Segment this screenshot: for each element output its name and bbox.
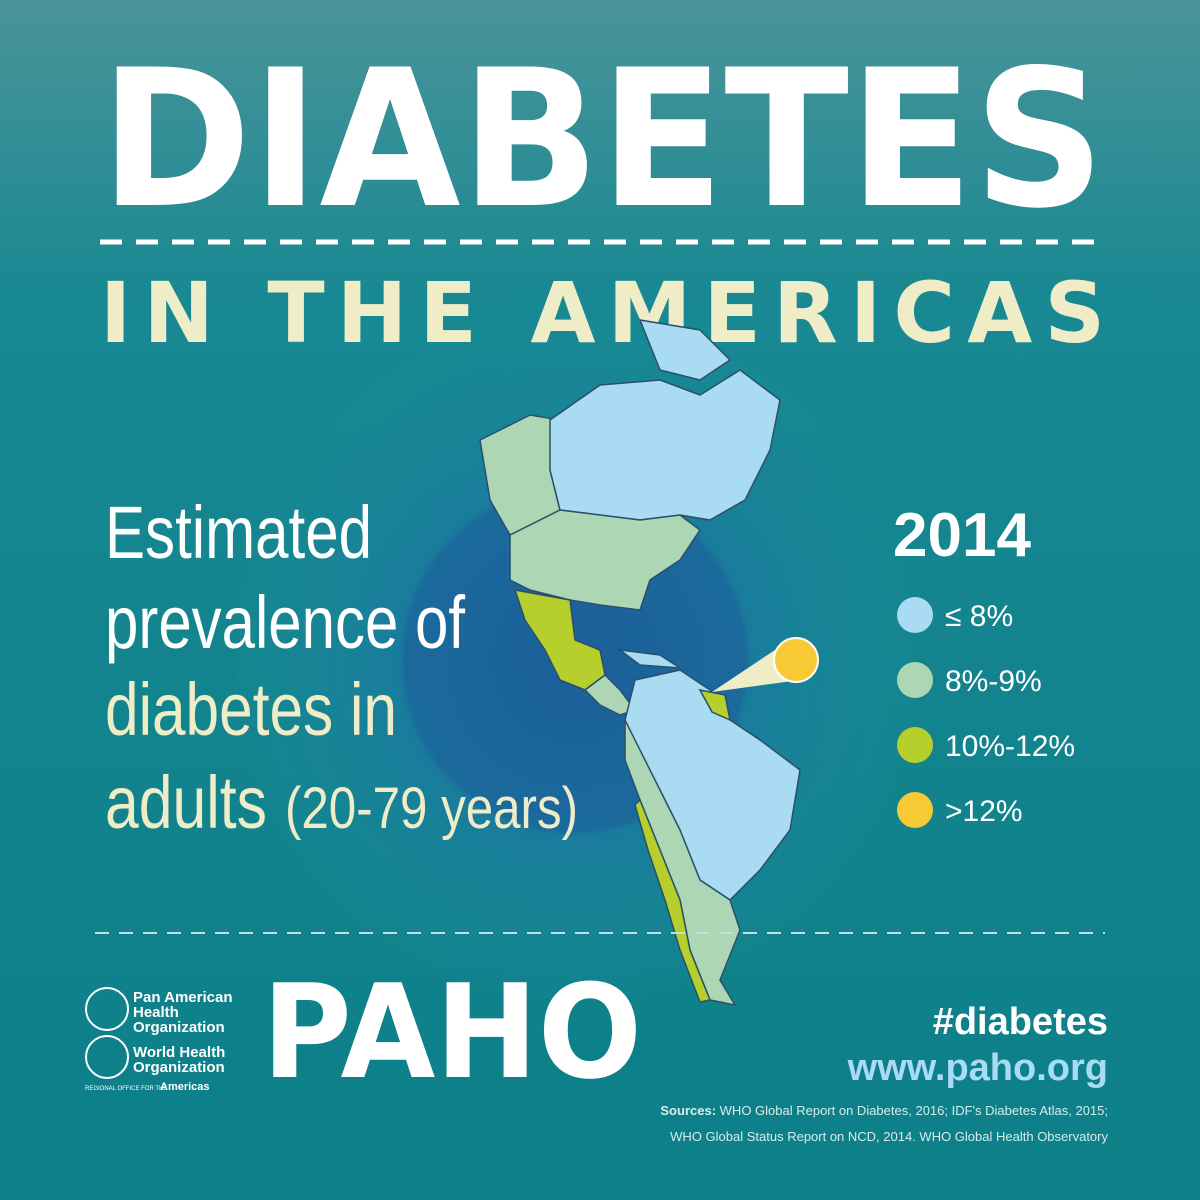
org-name: Health bbox=[133, 1004, 179, 1021]
legend-label: ≤ 8% bbox=[945, 600, 1013, 633]
hashtag: #diabetes bbox=[933, 1001, 1108, 1043]
description-note: (20-79 years) bbox=[285, 776, 578, 841]
org-name: World Health bbox=[133, 1044, 225, 1061]
sources-label: Sources: bbox=[660, 1103, 716, 1118]
description-line: Estimated bbox=[105, 491, 372, 574]
arctic-islands bbox=[638, 319, 732, 381]
description: Estimated prevalence of diabetes in adul… bbox=[105, 491, 578, 844]
legend-year: 2014 bbox=[893, 501, 1031, 570]
sources: WHO Global Status Report on NCD, 2014. W… bbox=[670, 1129, 1108, 1144]
legend-swatch bbox=[897, 727, 933, 763]
description-line: adults bbox=[105, 761, 267, 844]
paho-wordmark: PAHO bbox=[262, 956, 642, 1108]
united-states bbox=[509, 509, 702, 611]
who-emblem bbox=[85, 1035, 129, 1079]
regional-region: Americas bbox=[160, 1081, 210, 1093]
chile bbox=[634, 798, 712, 1003]
org-name: Organization bbox=[133, 1059, 225, 1076]
legend-swatch bbox=[897, 597, 933, 633]
legend-label: >12% bbox=[945, 795, 1023, 828]
paho-emblem bbox=[85, 987, 129, 1031]
map bbox=[479, 319, 801, 1007]
logos: Pan American Health Organization World H… bbox=[85, 956, 642, 1108]
org-name: Pan American bbox=[133, 989, 233, 1006]
title: DIABETES bbox=[100, 29, 1105, 250]
description-line: prevalence of bbox=[105, 581, 465, 664]
legend-label: 8%-9% bbox=[945, 665, 1042, 698]
regional-office: REGIONAL OFFICE FOR THE bbox=[85, 1086, 167, 1092]
legend-label: 10%-12% bbox=[945, 730, 1075, 763]
legend-swatch bbox=[897, 662, 933, 698]
legend-swatch bbox=[897, 792, 933, 828]
description-line: diabetes in bbox=[105, 668, 397, 751]
caribbean bbox=[617, 648, 681, 669]
org-name: Organization bbox=[133, 1019, 225, 1036]
callout-dot bbox=[773, 637, 819, 683]
legend: ≤ 8% 8%-9% 10%-12% >12% bbox=[897, 597, 1075, 828]
sources: Sources: WHO Global Report on Diabetes, … bbox=[660, 1103, 1108, 1118]
url: www.paho.org bbox=[847, 1047, 1108, 1089]
sources-text: WHO Global Report on Diabetes, 2016; IDF… bbox=[720, 1103, 1108, 1118]
guianas bbox=[698, 688, 732, 722]
